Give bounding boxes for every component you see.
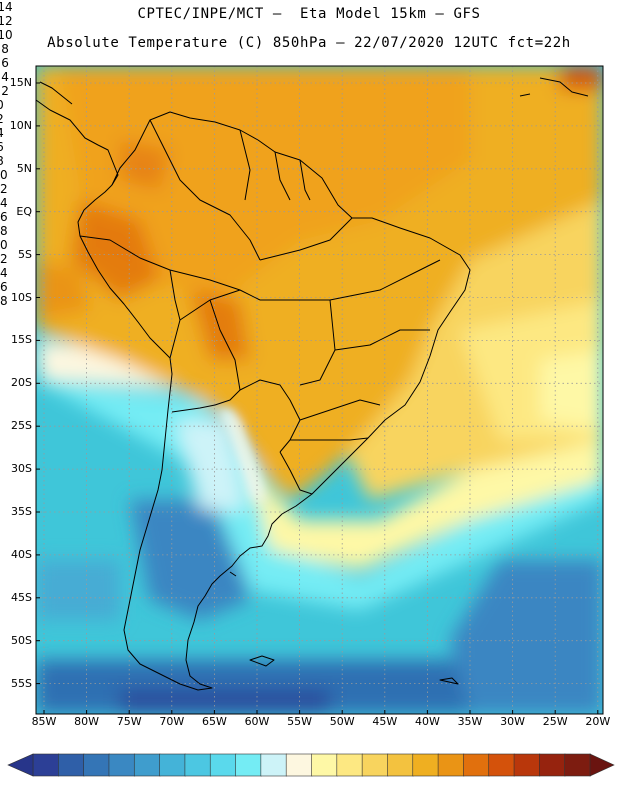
- latitude-tick-label: 45S: [11, 590, 32, 604]
- colorbar-tick-label: −8: [0, 42, 9, 56]
- colorbar-tick-label: 12: [0, 182, 8, 196]
- colorbar-swatch: [58, 753, 85, 777]
- graticule: [36, 66, 603, 714]
- colorbar-tick-label: −12: [0, 14, 13, 28]
- colorbar-swatch: [108, 753, 136, 777]
- colorbar-swatch: [437, 753, 465, 777]
- colorbar-swatch: [209, 753, 237, 777]
- latitude-tick-label: EQ: [16, 204, 32, 218]
- latitude-tick-label: 20S: [11, 376, 32, 390]
- chart-title-line-1: CPTEC/INPE/MCT – Eta Model 15km – GFS: [137, 6, 481, 22]
- colorbar-tick-label: −2: [0, 84, 9, 98]
- latitude-tick-label: 55S: [11, 676, 32, 690]
- chart-title-line-2: Absolute Temperature (C) 850hPa – 22/07/…: [47, 35, 571, 51]
- coastlines: [36, 77, 589, 691]
- colorbar-swatch: [488, 753, 515, 777]
- colorbar-swatch: [513, 753, 541, 777]
- longitude-tick-label: 75W: [116, 715, 142, 728]
- longitude-tick-label: 80W: [74, 715, 100, 728]
- colorbar-tick-label: 0: [0, 98, 15, 112]
- colorbar-tick-label: 28: [0, 294, 8, 308]
- temperature-field: [36, 66, 603, 714]
- colorbar-tick-label: 8: [0, 154, 15, 168]
- longitude-tick-label: 65W: [201, 715, 227, 728]
- longitude-tick-label: 55W: [287, 715, 313, 728]
- colorbar-swatch: [336, 753, 363, 777]
- colorbar-swatch: [159, 753, 186, 777]
- colorbar-tick-label: −10: [0, 28, 13, 42]
- longitude-tick-label: 50W: [329, 715, 355, 728]
- colorbar-swatch: [83, 753, 110, 777]
- colorbar-min-arrow: [7, 753, 34, 777]
- colorbar-tick-label: −6: [0, 56, 9, 70]
- longitude-tick-label: 85W: [31, 715, 57, 728]
- colorbar-swatch: [32, 753, 60, 777]
- colorbar-tick-label: 22: [0, 252, 8, 266]
- colorbar-swatch: [412, 753, 439, 777]
- longitude-tick-label: 40W: [414, 715, 440, 728]
- longitude-tick-label: 30W: [500, 715, 526, 728]
- colorbar-tick-label: 16: [0, 210, 8, 224]
- colorbar-tick-label: 10: [0, 168, 8, 182]
- colorbar-swatch: [564, 753, 591, 777]
- colorbar-swatch: [387, 753, 414, 777]
- latitude-tick-label: 10S: [11, 290, 32, 304]
- colorbar-tick-label: 14: [0, 196, 8, 210]
- latitude-tick-label: 5N: [16, 161, 32, 175]
- colorbar: [7, 753, 615, 777]
- colorbar-swatch: [539, 753, 566, 777]
- longitude-tick-label: 35W: [457, 715, 483, 728]
- longitude-tick-label: 45W: [372, 715, 398, 728]
- colorbar-tick-label: 26: [0, 280, 8, 294]
- colorbar-swatch: [260, 753, 287, 777]
- latitude-tick-label: 15S: [11, 333, 32, 347]
- colorbar-swatch: [133, 753, 161, 777]
- latitude-tick-label: 15N: [9, 76, 32, 89]
- latitude-tick-label: 50S: [11, 633, 32, 647]
- colorbar-max-arrow: [589, 753, 615, 777]
- map-frame: [35, 65, 604, 715]
- colorbar-tick-label: 2: [0, 112, 15, 126]
- longitude-tick-label: 60W: [244, 715, 270, 728]
- colorbar-tick-label: 18: [0, 224, 8, 238]
- latitude-tick-label: 5S: [18, 247, 32, 261]
- colorbar-swatch: [235, 753, 262, 777]
- colorbar-swatch: [184, 753, 212, 777]
- latitude-tick-label: 10N: [9, 118, 32, 132]
- latitude-tick-label: 30S: [11, 462, 32, 476]
- latitude-tick-label: 35S: [11, 505, 32, 518]
- longitude-tick-label: 25W: [542, 715, 568, 728]
- colorbar-swatch: [285, 753, 313, 777]
- colorbar-swatch: [311, 753, 338, 777]
- colorbar-swatch: [361, 753, 389, 777]
- latitude-tick-label: 40S: [11, 547, 32, 561]
- colorbar-tick-label: 4: [0, 126, 15, 140]
- longitude-tick-label: 20W: [585, 715, 611, 728]
- longitude-tick-label: 70W: [159, 715, 185, 728]
- colorbar-tick-label: 20: [0, 238, 8, 252]
- colorbar-tick-label: 6: [0, 140, 15, 154]
- colorbar-tick-label: 24: [0, 266, 8, 280]
- colorbar-tick-label: −4: [0, 70, 9, 84]
- latitude-tick-label: 25S: [11, 419, 32, 433]
- colorbar-tick-label: −14: [0, 0, 13, 14]
- colorbar-swatch: [463, 753, 490, 777]
